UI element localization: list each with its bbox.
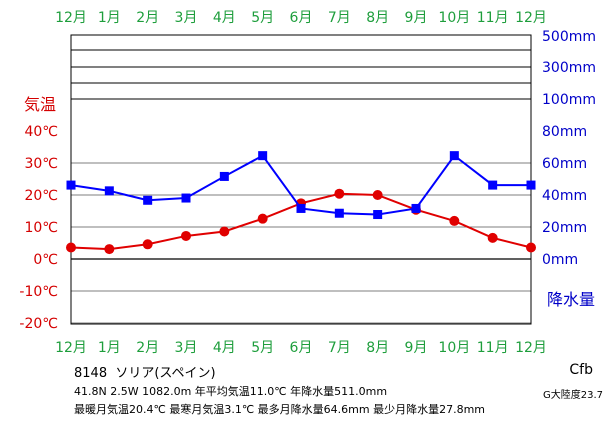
station-id: 8148 — [74, 366, 108, 381]
month-label-bottom: 7月 — [328, 340, 351, 356]
precip-tick-label: 100mm — [542, 92, 596, 108]
temp-point — [372, 190, 383, 200]
station-extremes: 最暖月気温20.4℃ 最寒月気温3.1℃ 最多月降水量64.6mm 最少月降水量… — [74, 403, 486, 416]
chart-grid — [70, 34, 532, 325]
temp-tick-label: 20℃ — [24, 188, 58, 204]
precip-tick-label: 0mm — [542, 252, 578, 268]
temp-point — [66, 242, 76, 253]
precip-tick-label: 20mm — [542, 220, 587, 236]
precip-point — [258, 151, 268, 161]
temp-tick-label: -20℃ — [19, 316, 58, 332]
plot-frame — [70, 34, 532, 325]
precip-series — [66, 151, 536, 220]
precip-point — [488, 180, 498, 190]
month-label-top: 10月 — [438, 10, 470, 26]
month-label-top: 9月 — [405, 10, 428, 26]
station-title: 8148 ソリア(スペイン) — [74, 362, 216, 381]
temp-tick-labels: 40℃ 30℃ 20℃ 10℃ 0℃ -10℃ -20℃ — [19, 124, 58, 332]
precip-tick-label: 80mm — [542, 124, 587, 140]
temp-point — [219, 226, 230, 237]
month-label-bottom: 2月 — [136, 340, 159, 356]
precip-point — [526, 180, 536, 190]
precip-point — [373, 210, 383, 220]
precip-tick-label: 40mm — [542, 188, 587, 204]
precip-point — [181, 193, 191, 203]
temp-point — [487, 232, 498, 243]
temp-tick-label: 0℃ — [33, 252, 58, 268]
month-label-bottom: 6月 — [290, 340, 313, 356]
temp-tick-label: 10℃ — [24, 220, 58, 236]
month-label-bottom: 9月 — [405, 340, 428, 356]
month-label-bottom: 8月 — [366, 340, 389, 356]
precip-axis-label: 降水量 — [547, 290, 595, 309]
precip-point — [296, 203, 306, 213]
month-label-top: 4月 — [213, 10, 236, 26]
month-label-top: 12月 — [515, 10, 547, 26]
month-label-bottom: 5月 — [251, 340, 274, 356]
station-coords: 41.8N 2.5W 1082.0m 年平均気温11.0℃ 年降水量511.0m… — [74, 385, 388, 398]
month-label-top: 2月 — [136, 10, 159, 26]
precip-tick-labels: 500mm 300mm 100mm 80mm 60mm 40mm 20mm 0mm — [542, 29, 596, 268]
month-label-top: 3月 — [175, 10, 198, 26]
temp-axis-label: 気温 — [24, 95, 56, 114]
temp-tick-label: 30℃ — [24, 156, 58, 172]
month-label-top: 8月 — [366, 10, 389, 26]
month-label-bottom: 12月 — [515, 340, 547, 356]
month-label-bottom: 4月 — [213, 340, 236, 356]
temp-point — [334, 188, 345, 199]
continentality: G大陸度23.7 — [542, 390, 603, 401]
temp-point — [257, 213, 268, 224]
precip-point — [66, 180, 76, 190]
precip-tick-label: 500mm — [542, 29, 596, 45]
temp-point — [104, 244, 115, 255]
temp-series — [66, 188, 536, 255]
month-label-bottom: 12月 — [55, 340, 87, 356]
precip-point — [411, 203, 421, 213]
month-labels-top: 12月 1月 2月 3月 4月 5月 6月 7月 8月 9月 10月 11月 12月 — [55, 10, 547, 26]
temp-point — [142, 239, 153, 250]
month-label-top: 6月 — [290, 10, 313, 26]
month-label-bottom: 10月 — [438, 340, 470, 356]
temp-tick-label: -10℃ — [19, 284, 58, 300]
temp-tick-label: 40℃ — [24, 124, 58, 140]
month-label-bottom: 1月 — [98, 340, 121, 356]
temp-point — [526, 242, 536, 253]
precip-point — [334, 208, 344, 218]
month-label-top: 11月 — [477, 10, 509, 26]
temp-point — [449, 215, 460, 226]
month-label-bottom: 3月 — [175, 340, 198, 356]
precip-point — [219, 171, 229, 181]
precip-point — [449, 151, 459, 161]
precip-point — [104, 186, 114, 196]
month-label-top: 1月 — [98, 10, 121, 26]
month-labels-bottom: 12月 1月 2月 3月 4月 5月 6月 7月 8月 9月 10月 11月 12月 — [55, 340, 547, 356]
month-label-top: 7月 — [328, 10, 351, 26]
precip-point — [143, 195, 153, 205]
month-label-top: 5月 — [251, 10, 274, 26]
precip-tick-label: 60mm — [542, 156, 587, 172]
month-label-bottom: 11月 — [477, 340, 509, 356]
climate-class: Cfb — [569, 362, 593, 378]
temp-point — [181, 230, 191, 241]
station-name: ソリア(スペイン) — [115, 366, 216, 381]
month-label-top: 12月 — [55, 10, 87, 26]
precip-tick-label: 300mm — [542, 60, 596, 76]
